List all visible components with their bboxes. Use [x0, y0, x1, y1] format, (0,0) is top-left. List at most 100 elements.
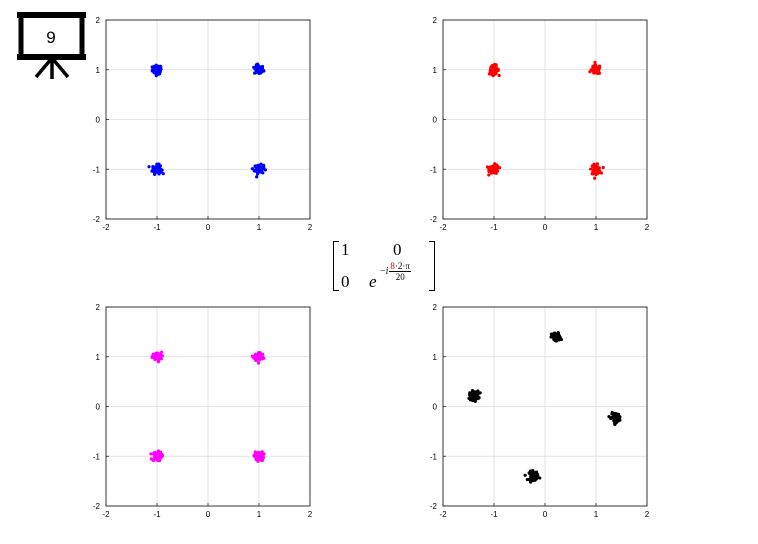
- y-tick-label: 0: [433, 116, 438, 125]
- data-point: [253, 450, 257, 454]
- data-point: [495, 164, 499, 168]
- data-point: [258, 70, 262, 74]
- x-tick-label: -1: [153, 510, 161, 519]
- exponent-numerator-rest: ·2·π: [394, 261, 410, 271]
- matrix-entry-21: 0: [341, 272, 350, 291]
- data-point: [159, 67, 163, 71]
- symbol-cluster: [250, 162, 267, 179]
- phase-rotation-matrix: 1 0 0 e −i 8·2·π 20: [330, 238, 438, 294]
- constellation-plot-magenta: -2-2 -1 -1 0 0 1 1 2 2: [93, 303, 313, 519]
- data-point: [257, 452, 262, 456]
- x-tick-label: -2: [439, 223, 447, 232]
- y-tick-label: -1: [430, 452, 438, 461]
- data-point: [156, 352, 160, 356]
- data-point: [159, 168, 163, 172]
- y-tick-label: 0: [96, 116, 101, 125]
- constellation-plot-black: -2-2 -1 -1 0 0 1 1 2 2: [430, 303, 650, 519]
- data-point: [256, 459, 260, 463]
- y-tick-label: 1: [96, 353, 101, 362]
- exponent-denominator: 20: [395, 272, 405, 282]
- data-point: [601, 165, 605, 170]
- data-point: [495, 67, 499, 72]
- data-point: [153, 66, 157, 70]
- symbol-cluster: [588, 60, 602, 76]
- data-point: [492, 166, 496, 170]
- data-point: [489, 66, 493, 70]
- data-point: [593, 171, 598, 175]
- data-point: [534, 473, 538, 477]
- data-point: [488, 165, 493, 169]
- data-point: [497, 166, 502, 170]
- x-tick-label: -1: [490, 223, 498, 232]
- constellation-plot-blue: -2-2 -1 -1 0 0 1 1 2 2: [93, 16, 313, 232]
- y-tick-label: -1: [93, 452, 101, 461]
- data-point: [523, 473, 527, 477]
- matrix-entry-22: e −i 8·2·π 20: [369, 261, 411, 291]
- data-point: [155, 64, 159, 68]
- data-point: [593, 176, 597, 180]
- data-point: [252, 65, 256, 69]
- y-tick-label: 2: [433, 16, 438, 25]
- data-point: [151, 165, 155, 169]
- data-point: [252, 356, 256, 360]
- data-point: [253, 71, 258, 75]
- x-tick-label: 2: [308, 510, 313, 519]
- symbol-cluster: [252, 62, 266, 76]
- data-point: [255, 175, 259, 179]
- data-point: [256, 361, 261, 365]
- data-point: [593, 60, 597, 65]
- exponent-imag-unit: i: [385, 265, 389, 277]
- data-point: [597, 64, 601, 68]
- symbol-cluster: [250, 350, 266, 365]
- x-tick-label: -2: [439, 510, 447, 519]
- exponent-highlight-number: 8: [390, 261, 395, 271]
- symbol-cluster: [549, 330, 564, 343]
- data-point: [476, 390, 480, 394]
- y-tick-label: -1: [93, 165, 101, 174]
- x-tick-label: 0: [543, 223, 548, 232]
- data-point: [588, 70, 592, 74]
- data-point: [254, 67, 258, 71]
- x-tick-label: 2: [645, 510, 650, 519]
- data-point: [616, 412, 621, 416]
- data-point: [150, 355, 154, 360]
- data-point: [155, 162, 159, 166]
- symbol-cluster: [252, 450, 266, 463]
- data-point: [555, 338, 559, 342]
- data-point: [153, 172, 157, 177]
- data-point: [160, 350, 164, 354]
- exponent: −i 8·2·π 20: [380, 261, 411, 282]
- exp-base: e: [369, 272, 377, 291]
- data-point: [559, 337, 564, 342]
- x-tick-label: 0: [543, 510, 548, 519]
- data-point: [493, 72, 497, 76]
- x-tick-label: 1: [257, 223, 262, 232]
- data-point: [477, 396, 481, 400]
- data-point: [260, 450, 264, 454]
- data-point: [530, 477, 534, 481]
- y-tick-label: 0: [433, 403, 438, 412]
- y-tick-label: 1: [96, 66, 101, 75]
- x-tick-label: 2: [308, 223, 313, 232]
- exponent-sign: −: [380, 265, 386, 277]
- x-tick-label: -2: [102, 223, 110, 232]
- y-tick-label: -2: [430, 502, 438, 511]
- symbol-cluster: [485, 162, 502, 177]
- y-tick-label: -2: [93, 502, 101, 511]
- data-point: [534, 470, 539, 474]
- symbol-cluster: [589, 162, 605, 180]
- symbol-cluster: [523, 469, 542, 484]
- symbol-cluster: [467, 389, 482, 404]
- data-point: [259, 162, 263, 166]
- data-point: [156, 357, 160, 361]
- data-point: [256, 353, 260, 357]
- data-point: [257, 170, 261, 174]
- data-point: [495, 168, 499, 172]
- matrix-right-bracket: [429, 241, 435, 291]
- x-tick-label: -2: [102, 510, 110, 519]
- data-point: [552, 337, 556, 341]
- data-point: [610, 415, 614, 420]
- data-point: [592, 168, 596, 172]
- data-point: [612, 418, 616, 423]
